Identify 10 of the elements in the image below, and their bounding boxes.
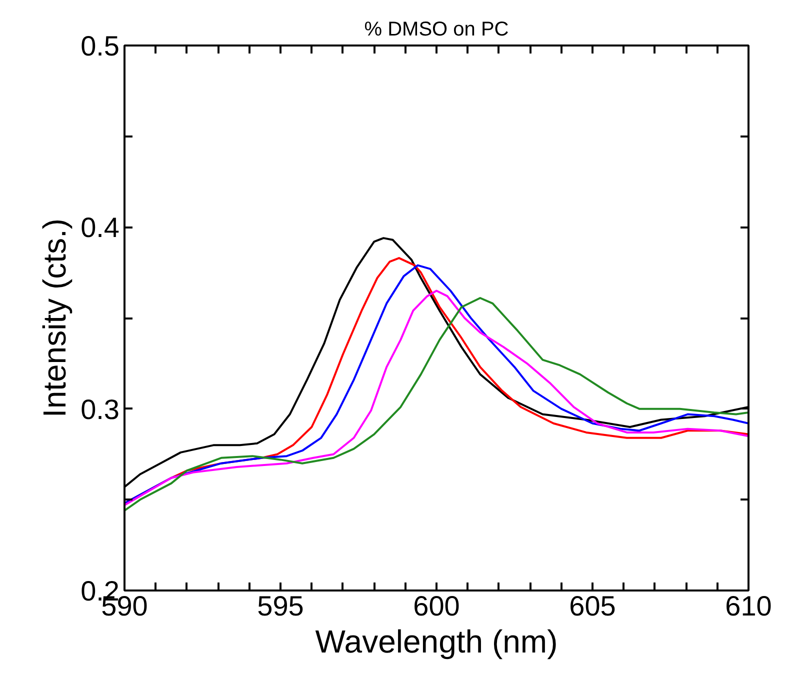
x-tick-label: 595 [257,590,304,622]
chart-title: % DMSO on PC [364,18,509,40]
x-tick-label: 600 [413,590,460,622]
y-tick-label: 0.4 [80,212,120,244]
y-tick-label: 0.3 [80,394,120,425]
x-tick-label: 610 [725,590,772,622]
x-tick-label: 605 [569,590,616,622]
y-axis-title: Intensity (cts.) [36,218,73,418]
y-tick-label: 0.5 [80,30,120,62]
x-axis-title: Wavelength (nm) [315,624,558,660]
